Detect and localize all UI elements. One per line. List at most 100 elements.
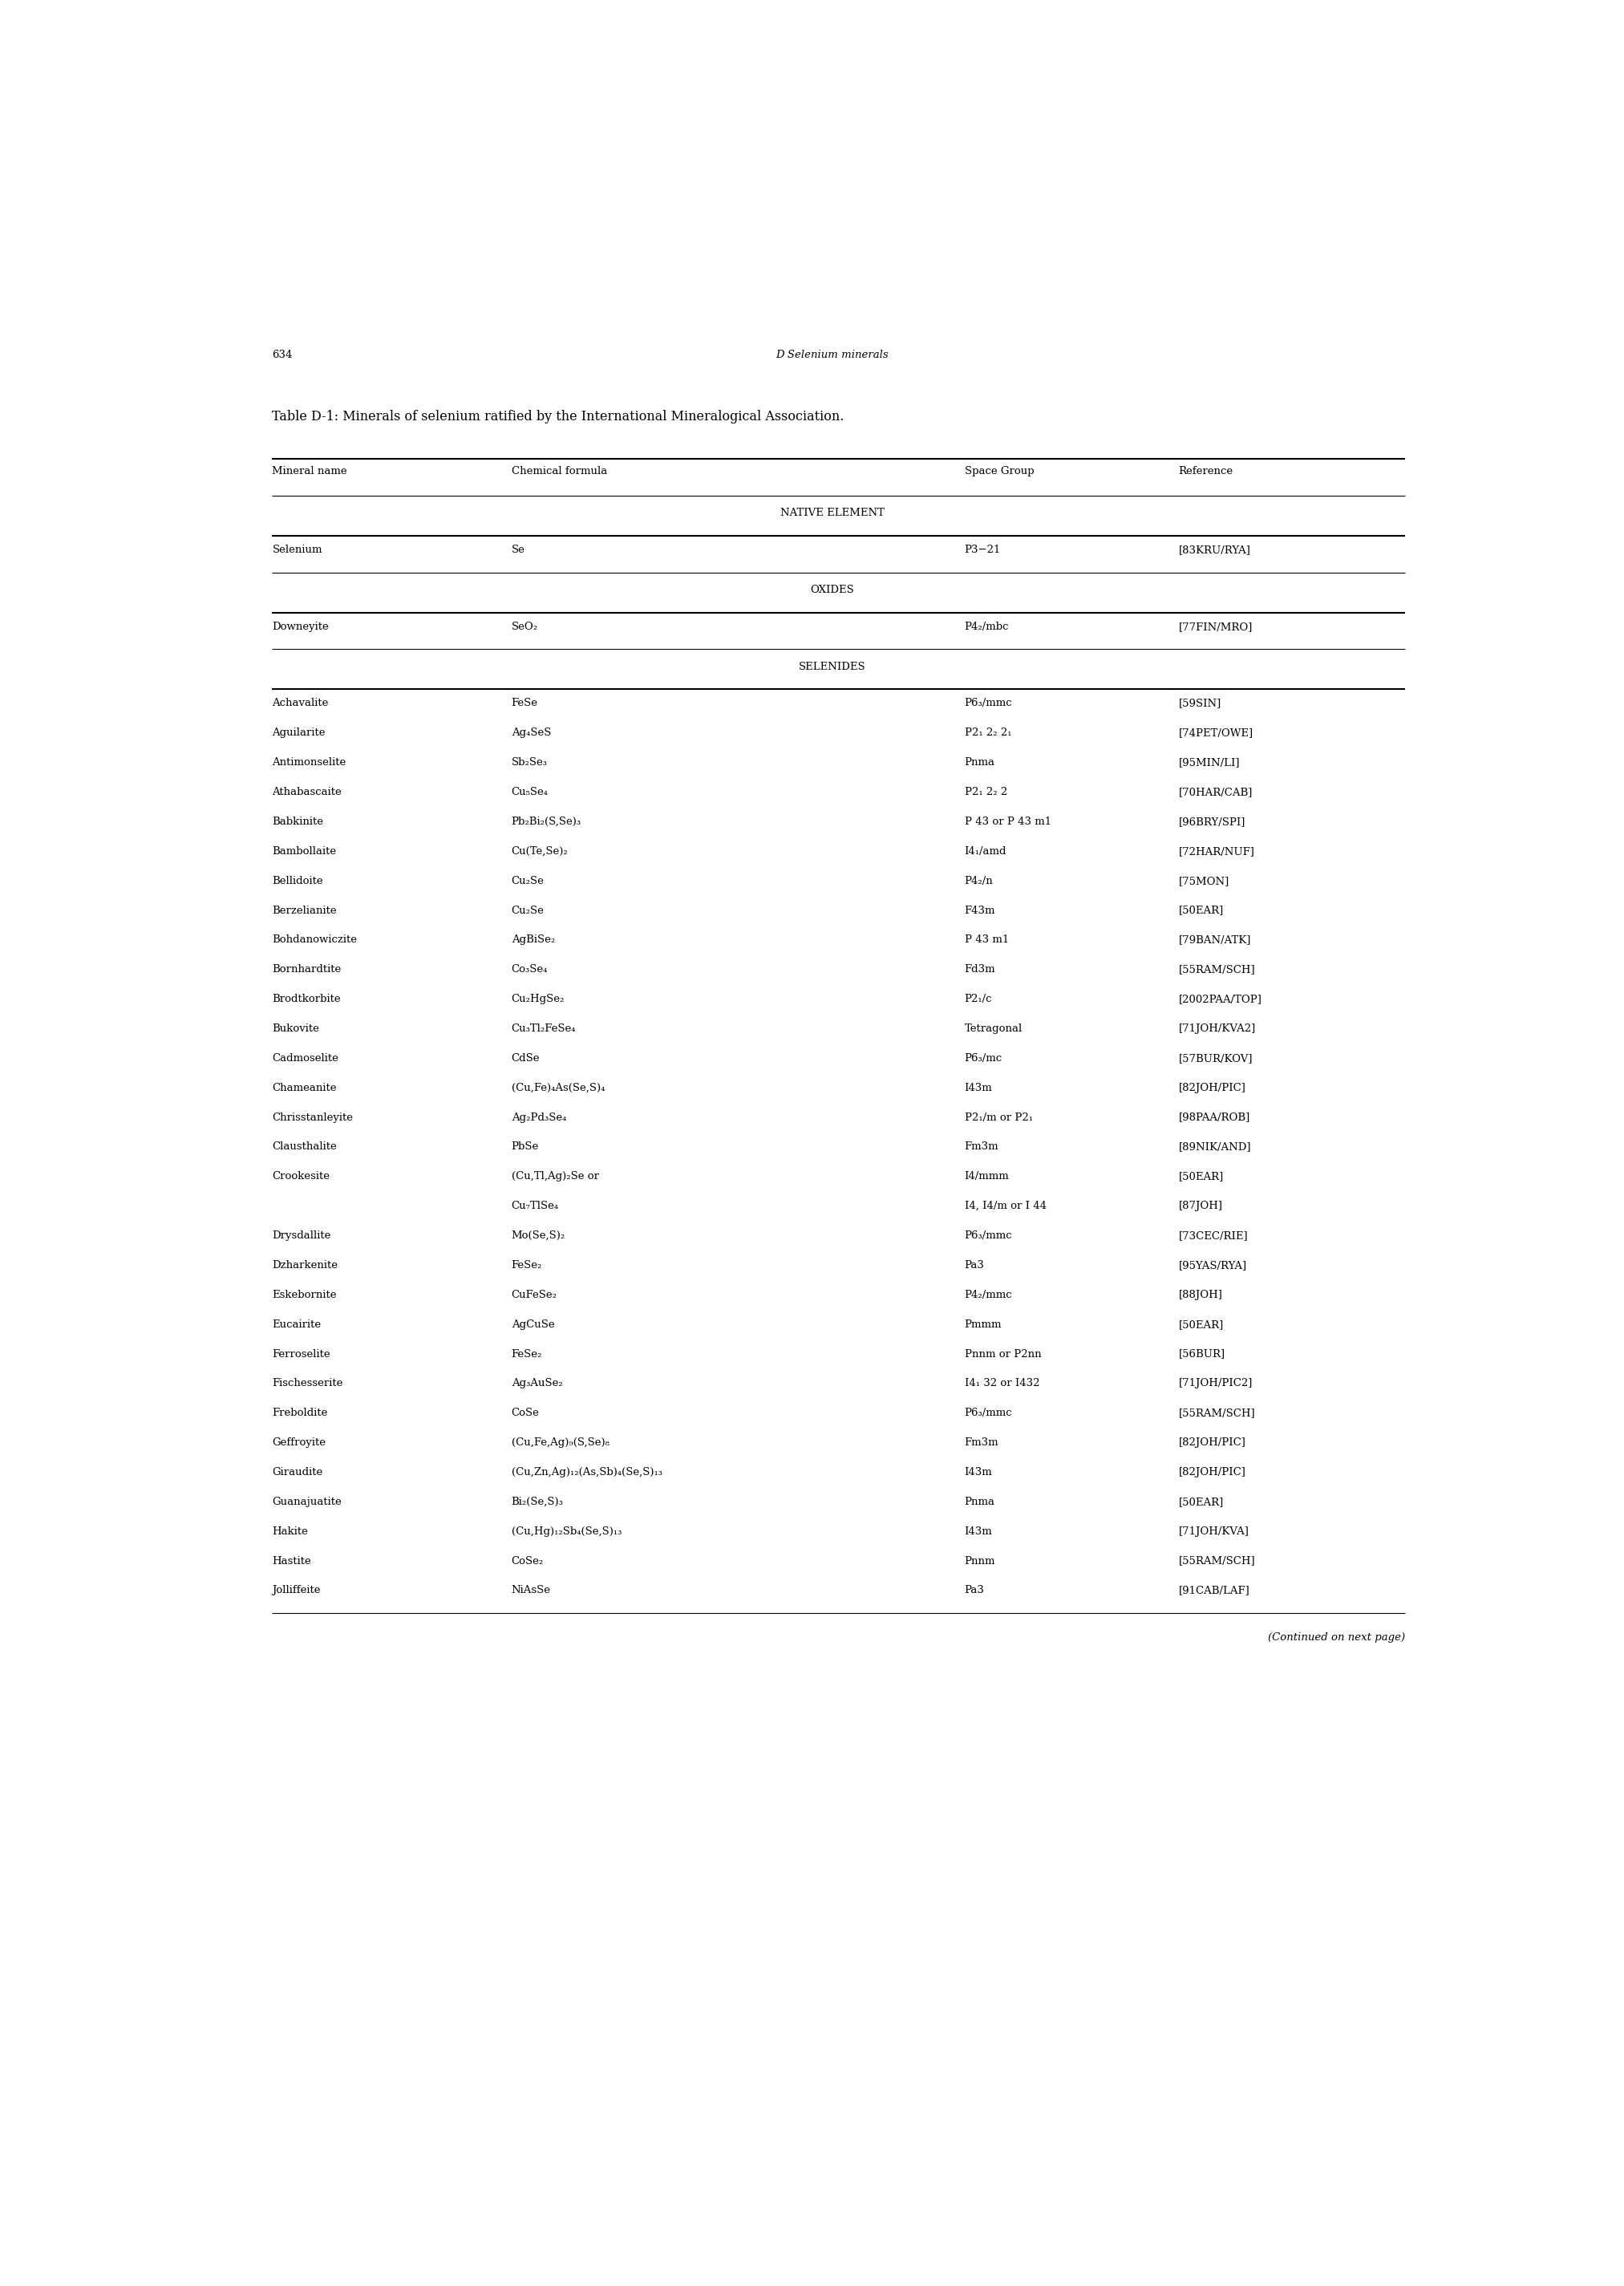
Text: FeSe₂: FeSe₂ <box>512 1260 542 1271</box>
Text: [82JOH/PIC]: [82JOH/PIC] <box>1179 1438 1246 1447</box>
Text: I4₁ 32 or I432: I4₁ 32 or I432 <box>965 1378 1039 1390</box>
Text: NATIVE ELEMENT: NATIVE ELEMENT <box>780 507 885 519</box>
Text: Pb₂Bi₂(S,Se)₃: Pb₂Bi₂(S,Se)₃ <box>512 816 581 828</box>
Text: Fd3m: Fd3m <box>965 965 996 974</box>
Text: Achavalite: Achavalite <box>273 697 328 709</box>
Text: P6₃/mmc: P6₃/mmc <box>965 1408 1012 1417</box>
Text: Aguilarite: Aguilarite <box>273 727 325 738</box>
Text: Eskebornite: Eskebornite <box>273 1289 336 1301</box>
Text: Pnnm or P2nn: Pnnm or P2nn <box>965 1349 1041 1360</box>
Text: Downeyite: Downeyite <box>273 622 330 631</box>
Text: Co₃Se₄: Co₃Se₄ <box>512 965 547 974</box>
Text: Pa3: Pa3 <box>965 1584 984 1596</box>
Text: Chameanite: Chameanite <box>273 1084 336 1093</box>
Text: I4, I4/m or I 44: I4, I4/m or I 44 <box>965 1200 1046 1212</box>
Text: [73CEC/RIE]: [73CEC/RIE] <box>1179 1230 1247 1241</box>
Text: I43m: I43m <box>965 1527 992 1536</box>
Text: [56BUR]: [56BUR] <box>1179 1349 1224 1360</box>
Text: Cu₇TlSe₄: Cu₇TlSe₄ <box>512 1200 559 1212</box>
Text: [50EAR]: [50EAR] <box>1179 1497 1223 1506</box>
Text: OXIDES: OXIDES <box>810 585 854 594</box>
Text: [72HAR/NUF]: [72HAR/NUF] <box>1179 846 1254 857</box>
Text: [75MON]: [75MON] <box>1179 876 1229 887</box>
Text: Mineral name: Mineral name <box>273 466 348 475</box>
Text: Athabascaite: Athabascaite <box>273 786 341 798</box>
Text: Fischesserite: Fischesserite <box>273 1378 343 1390</box>
Text: [82JOH/PIC]: [82JOH/PIC] <box>1179 1084 1246 1093</box>
Text: FeSe: FeSe <box>512 697 538 709</box>
Text: P2₁/c: P2₁/c <box>965 994 992 1004</box>
Text: Cadmoselite: Cadmoselite <box>273 1054 339 1063</box>
Text: Fm3m: Fm3m <box>965 1141 999 1152</box>
Text: Clausthalite: Clausthalite <box>273 1141 338 1152</box>
Text: P2₁ 2₂ 2₁: P2₁ 2₂ 2₁ <box>965 727 1012 738</box>
Text: Pmmm: Pmmm <box>965 1319 1002 1330</box>
Text: P 43 m1: P 43 m1 <box>965 935 1009 944</box>
Text: P2₁/m or P2₁: P2₁/m or P2₁ <box>965 1113 1033 1122</box>
Text: Bi₂(Se,S)₃: Bi₂(Se,S)₃ <box>512 1497 564 1506</box>
Text: (Cu,Fe)₄As(Se,S)₄: (Cu,Fe)₄As(Se,S)₄ <box>512 1084 604 1093</box>
Text: Cu₂Se: Cu₂Se <box>512 905 544 917</box>
Text: [71JOH/PIC2]: [71JOH/PIC2] <box>1179 1378 1252 1390</box>
Text: [79BAN/ATK]: [79BAN/ATK] <box>1179 935 1250 944</box>
Text: Cu₂Se: Cu₂Se <box>512 876 544 887</box>
Text: Eucairite: Eucairite <box>273 1319 322 1330</box>
Text: [91CAB/LAF]: [91CAB/LAF] <box>1179 1584 1249 1596</box>
Text: [55RAM/SCH]: [55RAM/SCH] <box>1179 965 1255 974</box>
Text: SeO₂: SeO₂ <box>512 622 538 631</box>
Text: [87JOH]: [87JOH] <box>1179 1200 1223 1212</box>
Text: [88JOH]: [88JOH] <box>1179 1289 1223 1301</box>
Text: [70HAR/CAB]: [70HAR/CAB] <box>1179 786 1252 798</box>
Text: I43m: I43m <box>965 1468 992 1477</box>
Text: Ag₃AuSe₂: Ag₃AuSe₂ <box>512 1378 562 1390</box>
Text: Guanajuatite: Guanajuatite <box>273 1497 341 1506</box>
Text: Babkinite: Babkinite <box>273 816 323 828</box>
Text: I4₁/amd: I4₁/amd <box>965 846 1007 857</box>
Text: SELENIDES: SELENIDES <box>799 661 866 672</box>
Text: [89NIK/AND]: [89NIK/AND] <box>1179 1141 1250 1152</box>
Text: Pa3: Pa3 <box>965 1260 984 1271</box>
Text: (Cu,Fe,Ag)₉(S,Se)₈: (Cu,Fe,Ag)₉(S,Se)₈ <box>512 1438 609 1447</box>
Text: [96BRY/SPI]: [96BRY/SPI] <box>1179 816 1246 828</box>
Text: Crookesite: Crookesite <box>273 1170 330 1182</box>
Text: Bukovite: Bukovite <box>273 1024 320 1033</box>
Text: (Cu,Zn,Ag)₁₂(As,Sb)₄(Se,S)₁₃: (Cu,Zn,Ag)₁₂(As,Sb)₄(Se,S)₁₃ <box>512 1468 663 1477</box>
Text: (Cu,Hg)₁₂Sb₄(Se,S)₁₃: (Cu,Hg)₁₂Sb₄(Se,S)₁₃ <box>512 1527 622 1536</box>
Text: Freboldite: Freboldite <box>273 1408 328 1417</box>
Text: [59SIN]: [59SIN] <box>1179 697 1221 709</box>
Text: [50EAR]: [50EAR] <box>1179 905 1223 917</box>
Text: CoSe: CoSe <box>512 1408 539 1417</box>
Text: Ag₂Pd₃Se₄: Ag₂Pd₃Se₄ <box>512 1113 567 1122</box>
Text: NiAsSe: NiAsSe <box>512 1584 551 1596</box>
Text: Chrisstanleyite: Chrisstanleyite <box>273 1113 354 1122</box>
Text: [77FIN/MRO]: [77FIN/MRO] <box>1179 622 1252 631</box>
Text: I4/mmm: I4/mmm <box>965 1170 1009 1182</box>
Text: Mo(Se,S)₂: Mo(Se,S)₂ <box>512 1230 565 1241</box>
Text: Cu(Te,Se)₂: Cu(Te,Se)₂ <box>512 846 568 857</box>
Text: (Continued on next page): (Continued on next page) <box>1268 1632 1405 1644</box>
Text: Hastite: Hastite <box>273 1557 312 1566</box>
Text: FeSe₂: FeSe₂ <box>512 1349 542 1360</box>
Text: D Selenium minerals: D Selenium minerals <box>776 350 888 361</box>
Text: Cu₃Tl₂FeSe₄: Cu₃Tl₂FeSe₄ <box>512 1024 577 1033</box>
Text: AgCuSe: AgCuSe <box>512 1319 554 1330</box>
Text: Dzharkenite: Dzharkenite <box>273 1260 338 1271</box>
Text: Giraudite: Giraudite <box>273 1468 323 1477</box>
Text: Fm3m: Fm3m <box>965 1438 999 1447</box>
Text: [50EAR]: [50EAR] <box>1179 1170 1223 1182</box>
Text: [95MIN/LI]: [95MIN/LI] <box>1179 757 1239 768</box>
Text: [2002PAA/TOP]: [2002PAA/TOP] <box>1179 994 1262 1004</box>
Text: P 43 or P 43 m1: P 43 or P 43 m1 <box>965 816 1051 828</box>
Text: Bornhardtite: Bornhardtite <box>273 965 341 974</box>
Text: [83KRU/RYA]: [83KRU/RYA] <box>1179 544 1250 555</box>
Text: [50EAR]: [50EAR] <box>1179 1319 1223 1330</box>
Text: Space Group: Space Group <box>965 466 1034 475</box>
Text: Brodtkorbite: Brodtkorbite <box>273 994 341 1004</box>
Text: Pnma: Pnma <box>965 757 996 768</box>
Text: AgBiSe₂: AgBiSe₂ <box>512 935 555 944</box>
Text: Bambollaite: Bambollaite <box>273 846 336 857</box>
Text: Ferroselite: Ferroselite <box>273 1349 330 1360</box>
Text: P3−21: P3−21 <box>965 544 1000 555</box>
Text: Geffroyite: Geffroyite <box>273 1438 326 1447</box>
Text: CdSe: CdSe <box>512 1054 539 1063</box>
